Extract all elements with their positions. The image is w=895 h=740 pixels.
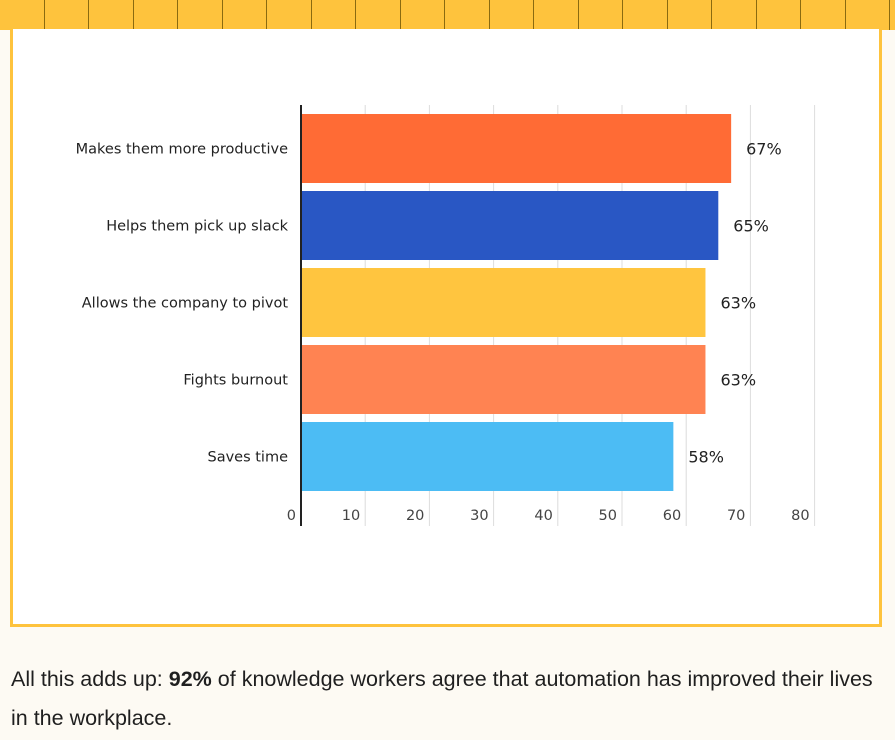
x-tick-label: 0 [287,508,296,524]
decorative-top-strip [0,0,895,30]
strip-cell [846,0,890,30]
bar [301,191,719,260]
bar [301,114,732,183]
strip-cell [312,0,356,30]
category-label: Helps them pick up slack [106,219,288,235]
strip-cell [579,0,623,30]
bar-value-label: 63% [720,294,756,313]
strip-cell [445,0,490,30]
x-tick-label: 80 [791,508,809,524]
x-tick-label: 40 [534,508,552,524]
bar-value-label: 63% [720,371,756,390]
bar-value-label: 58% [688,448,724,467]
bar [301,268,706,337]
bar-value-label: 65% [733,217,769,236]
bar [301,422,674,491]
strip-cell [490,0,534,30]
strip-cell [0,0,45,30]
strip-cell [178,0,223,30]
caption-text-after: of knowledge workers agree that automati… [11,667,873,730]
strip-cell [89,0,134,30]
strip-cell [623,0,668,30]
caption-text-before: All this adds up: [11,667,169,691]
bar [301,345,706,414]
x-tick-label: 20 [406,508,424,524]
category-label: Fights burnout [183,373,288,389]
category-label: Allows the company to pivot [82,296,289,312]
strip-cell [223,0,267,30]
x-tick-label: 50 [599,508,617,524]
strip-cell [134,0,178,30]
strip-cell [267,0,312,30]
x-tick-label: 30 [470,508,488,524]
category-label: Makes them more productive [76,142,288,158]
x-tick-label: 10 [342,508,360,524]
horizontal-bar-chart: 67% Makes them more productive 65% Helps th… [76,105,816,526]
strip-cell [534,0,579,30]
x-tick-label: 70 [727,508,745,524]
strip-cell [401,0,445,30]
x-tick-label: 60 [663,508,681,524]
caption-highlight: 92% [168,667,212,691]
strip-cell [668,0,712,30]
caption-paragraph: All this adds up: 92% of knowledge worke… [11,660,886,738]
strip-cell [801,0,846,30]
category-label: Saves time [207,450,288,466]
strip-cell [757,0,801,30]
strip-cell [45,0,89,30]
bar-value-label: 67% [746,140,782,159]
strip-cell [356,0,401,30]
strip-cell [712,0,757,30]
